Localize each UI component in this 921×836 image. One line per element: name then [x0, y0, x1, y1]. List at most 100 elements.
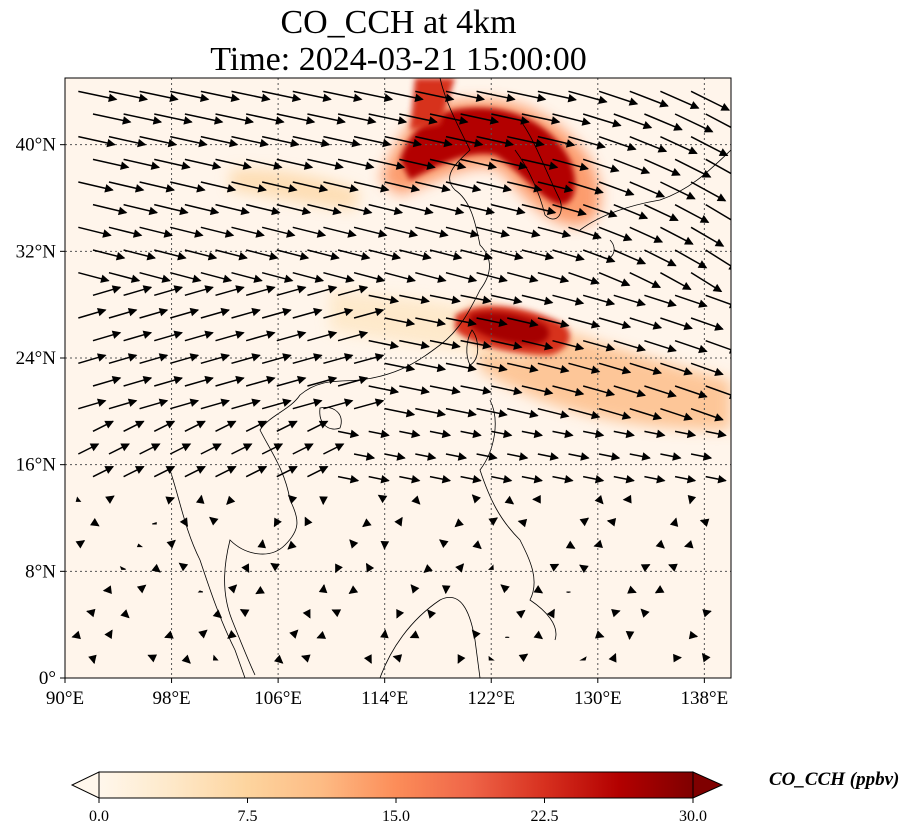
wind-arrow-head — [567, 93, 577, 103]
wind-arrow-head — [701, 652, 711, 663]
wind-arrow-head — [529, 364, 539, 373]
wind-arrow — [318, 584, 328, 594]
wind-arrow-head — [183, 116, 193, 125]
wind-arrow — [353, 181, 390, 193]
wind-arrow-head — [351, 138, 361, 148]
wind-arrow-head — [426, 161, 436, 170]
wind-arrow-head — [302, 609, 311, 619]
wind-arrow-head — [334, 161, 344, 170]
wind-arrow-head — [686, 429, 697, 439]
wind-arrow-head — [488, 452, 498, 461]
wind-arrow — [429, 158, 467, 170]
wind-arrow-head — [220, 307, 230, 317]
wind-arrow-head — [383, 93, 394, 103]
wind-arrow-head — [127, 398, 138, 407]
colorbar-tick-label: 0.0 — [89, 808, 109, 825]
wind-arrow — [78, 307, 107, 319]
wind-arrow — [546, 608, 555, 619]
wind-arrow-head — [428, 116, 438, 125]
wind-arrow — [86, 608, 96, 618]
wind-arrow-head — [391, 251, 402, 261]
wind-arrow — [348, 585, 359, 594]
wind-arrow-head — [163, 229, 173, 238]
wind-arrow — [307, 465, 329, 478]
lon-tick-label: 90°E — [46, 688, 84, 709]
wind-arrow — [108, 181, 145, 193]
wind-arrow — [460, 158, 498, 170]
wind-arrow — [598, 407, 632, 420]
wind-arrow-head — [282, 398, 292, 407]
wind-arrow — [460, 339, 492, 350]
wind-arrow-head — [536, 93, 547, 103]
wind-arrow-head — [242, 443, 253, 452]
wind-arrow-head — [146, 251, 156, 261]
wind-arrow-head — [592, 231, 602, 240]
wind-arrow — [200, 181, 237, 193]
wind-arrow-head — [621, 366, 632, 375]
wind-arrow-head — [318, 184, 329, 193]
wind-arrow — [184, 465, 206, 478]
lon-tick-label: 130°E — [574, 688, 622, 709]
wind-arrow — [415, 135, 453, 148]
wind-arrow — [491, 203, 526, 216]
wind-arrow — [491, 339, 523, 350]
asia-mainland-coastline — [224, 78, 490, 676]
wind-arrow-head — [513, 341, 523, 350]
wind-arrow — [323, 398, 354, 410]
wind-arrow-head — [152, 522, 157, 525]
wind-arrow-head — [459, 116, 469, 125]
wind-arrow — [629, 407, 663, 421]
wind-arrow — [368, 385, 400, 395]
wind-arrow-head — [161, 274, 171, 283]
wind-arrow — [699, 518, 710, 527]
wind-arrow-head — [137, 138, 147, 148]
wind-arrow-head — [410, 584, 420, 594]
wind-arrow-head — [120, 443, 130, 452]
wind-arrow — [625, 631, 635, 640]
wind-arrow — [380, 540, 390, 550]
wind-arrow — [521, 203, 557, 216]
wind-arrow — [415, 181, 451, 193]
wind-arrow — [488, 517, 498, 526]
wind-arrow-head — [289, 629, 299, 639]
philippines-coastline — [479, 399, 557, 641]
wind-arrow-head — [667, 389, 677, 398]
wind-arrow — [166, 539, 176, 549]
wind-arrow-head — [253, 274, 263, 283]
wind-arrow-head — [305, 116, 316, 125]
wind-arrow — [644, 385, 677, 398]
wind-arrow-head — [257, 539, 266, 549]
wind-arrow-head — [396, 609, 405, 619]
wind-arrow — [674, 429, 697, 439]
wind-arrow — [507, 362, 539, 373]
wind-arrow — [170, 398, 200, 410]
wind-arrow — [705, 158, 731, 175]
wind-arrow — [690, 90, 731, 111]
wind-arrow — [331, 609, 342, 618]
wind-arrow-head — [115, 251, 126, 261]
wind-arrow-head — [75, 496, 82, 502]
wind-arrow-head — [498, 409, 508, 418]
wind-arrow — [239, 608, 250, 618]
wind-arrow — [415, 407, 447, 418]
wind-arrow-head — [414, 93, 424, 103]
wind-arrow-head — [622, 494, 632, 504]
wind-arrow-shaft — [705, 294, 731, 306]
wind-arrow-head — [288, 466, 298, 474]
wind-arrow — [521, 158, 559, 170]
wind-arrow — [307, 249, 340, 261]
wind-arrow — [231, 226, 265, 238]
wind-arrow-head — [640, 564, 651, 572]
wind-arrow — [690, 272, 723, 293]
wind-arrow-head — [273, 517, 282, 528]
wind-arrow — [582, 249, 616, 263]
wind-arrow-head — [714, 367, 724, 377]
wind-arrow-head — [353, 93, 363, 103]
wind-arrow-head — [367, 116, 377, 125]
wind-arrow — [472, 540, 482, 550]
wind-arrow — [307, 420, 329, 433]
wind-arrow-head — [271, 206, 281, 216]
wind-arrow-head — [90, 518, 100, 527]
wind-arrow — [476, 271, 508, 283]
wind-arrow — [415, 271, 447, 283]
